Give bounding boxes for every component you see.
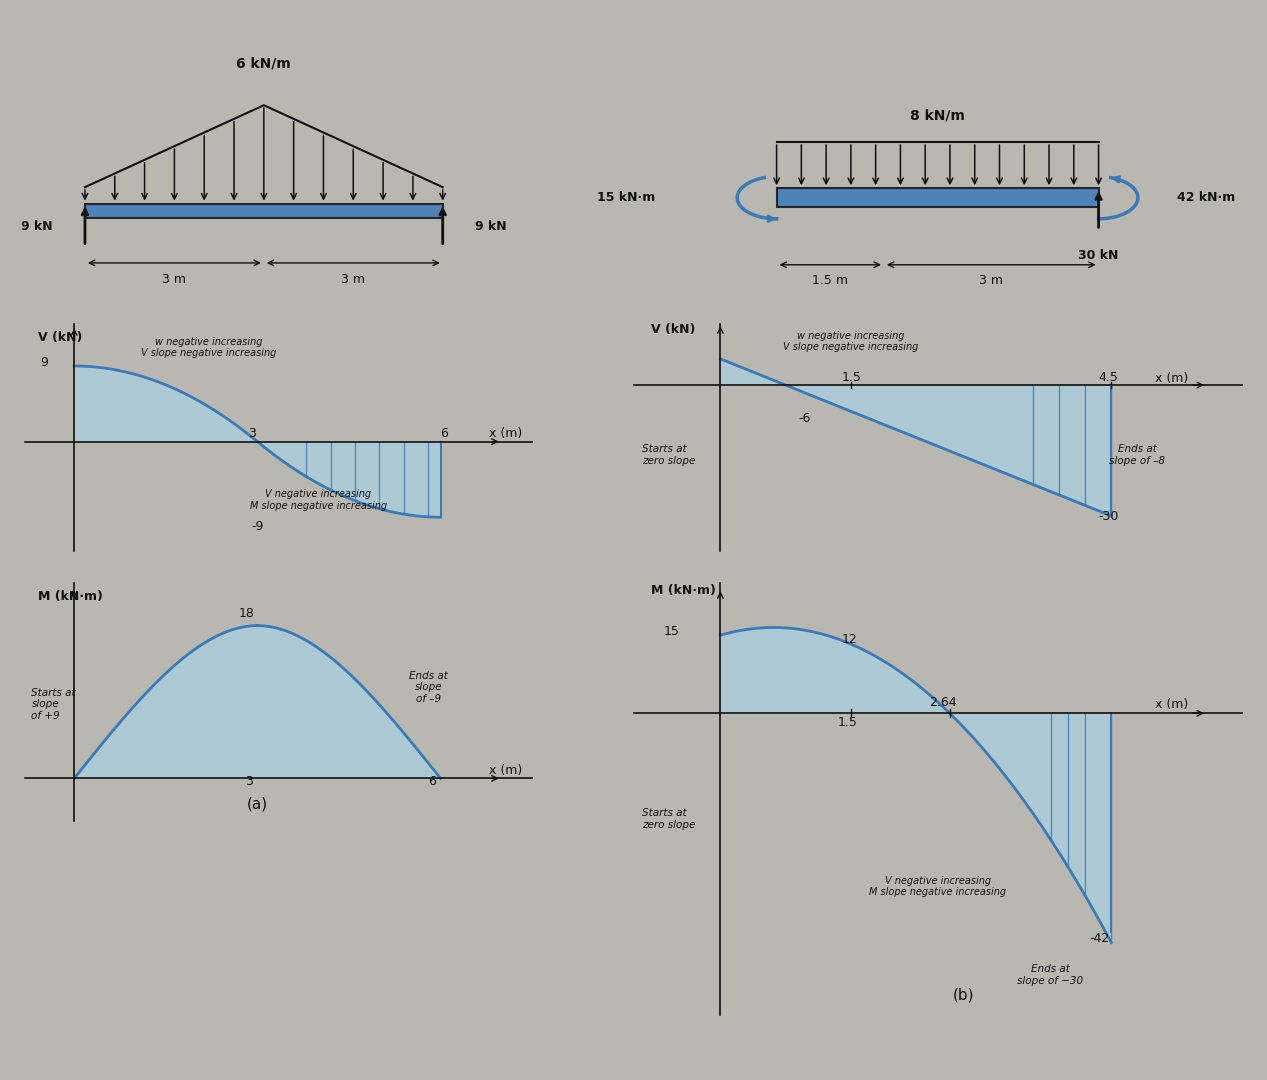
Text: x (m): x (m) bbox=[1154, 372, 1188, 384]
Text: V (kN): V (kN) bbox=[651, 323, 696, 336]
Text: 3: 3 bbox=[248, 427, 256, 440]
Text: w negative increasing
V slope negative increasing: w negative increasing V slope negative i… bbox=[783, 330, 919, 352]
Text: 9 kN: 9 kN bbox=[20, 219, 52, 232]
Text: 6: 6 bbox=[441, 428, 449, 441]
Text: 9 kN: 9 kN bbox=[475, 219, 507, 232]
Text: -6: -6 bbox=[798, 413, 811, 426]
Text: 6: 6 bbox=[428, 775, 436, 788]
Text: 15: 15 bbox=[664, 625, 680, 638]
Text: x (m): x (m) bbox=[489, 427, 523, 440]
Text: 4.5: 4.5 bbox=[1098, 370, 1119, 383]
Text: Ends at
slope
of –9: Ends at slope of –9 bbox=[409, 671, 447, 704]
Text: x (m): x (m) bbox=[1154, 698, 1188, 711]
Text: Starts at
zero slope: Starts at zero slope bbox=[642, 444, 696, 465]
Text: 8 kN/m: 8 kN/m bbox=[910, 109, 965, 123]
Text: V negative increasing
M slope negative increasing: V negative increasing M slope negative i… bbox=[250, 489, 386, 511]
Text: 1.5: 1.5 bbox=[843, 370, 862, 383]
Text: 1.5 m: 1.5 m bbox=[812, 274, 849, 287]
Text: 30 kN: 30 kN bbox=[1078, 249, 1119, 262]
Text: 9: 9 bbox=[41, 356, 48, 369]
Text: 12: 12 bbox=[843, 633, 858, 646]
Text: 6 kN/m: 6 kN/m bbox=[237, 56, 291, 70]
Text: 3 m: 3 m bbox=[162, 273, 186, 286]
Text: -42: -42 bbox=[1090, 932, 1110, 945]
Text: 1.5: 1.5 bbox=[837, 716, 858, 729]
Text: -30: -30 bbox=[1098, 510, 1119, 524]
Text: -9: -9 bbox=[251, 519, 264, 532]
Text: 3 m: 3 m bbox=[979, 274, 1003, 287]
Text: Ends at
slope of –8: Ends at slope of –8 bbox=[1110, 444, 1166, 465]
Text: Ends at
slope of −30: Ends at slope of −30 bbox=[1017, 964, 1083, 986]
Text: 3 m: 3 m bbox=[341, 273, 365, 286]
Text: 18: 18 bbox=[239, 607, 255, 620]
Text: (b): (b) bbox=[953, 987, 974, 1002]
Text: (a): (a) bbox=[247, 796, 267, 811]
Text: 2.64: 2.64 bbox=[929, 696, 957, 708]
Text: Starts at
slope
of +9: Starts at slope of +9 bbox=[32, 688, 76, 721]
Polygon shape bbox=[85, 203, 442, 218]
Text: w negative increasing
V slope negative increasing: w negative increasing V slope negative i… bbox=[141, 337, 276, 359]
Text: M (kN·m): M (kN·m) bbox=[38, 590, 103, 603]
Text: x (m): x (m) bbox=[489, 765, 523, 778]
Text: 3: 3 bbox=[245, 775, 253, 788]
Text: 15 kN·m: 15 kN·m bbox=[597, 191, 655, 204]
Text: V (kN): V (kN) bbox=[38, 330, 82, 343]
Text: M (kN·m): M (kN·m) bbox=[651, 583, 716, 596]
Text: V negative increasing
M slope negative increasing: V negative increasing M slope negative i… bbox=[869, 876, 1006, 897]
Polygon shape bbox=[777, 188, 1098, 207]
Text: Starts at
zero slope: Starts at zero slope bbox=[642, 808, 696, 829]
Text: 42 kN·m: 42 kN·m bbox=[1177, 191, 1235, 204]
